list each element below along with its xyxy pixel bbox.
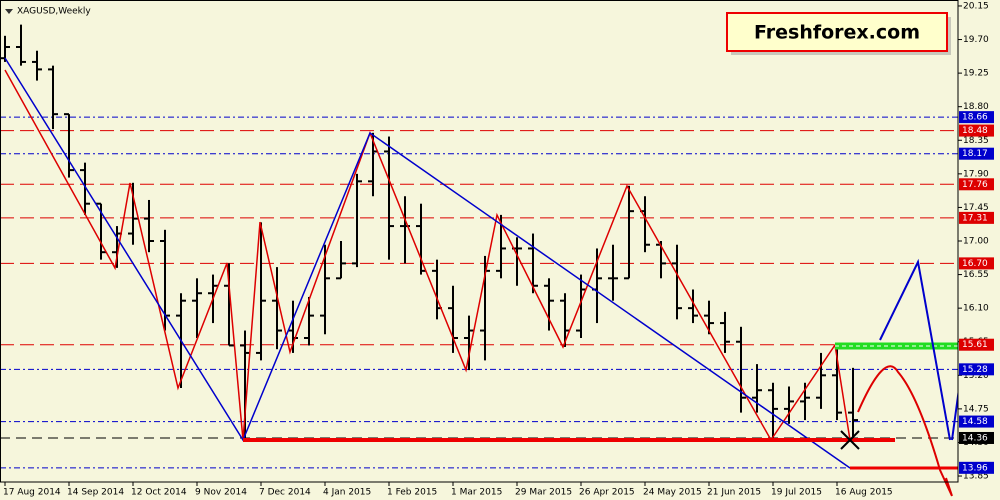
level-label: 17.31 (962, 213, 988, 223)
x-tick-label: 1 Feb 2015 (387, 488, 437, 498)
level-label-box (959, 111, 994, 124)
x-tick-label: 7 Dec 2014 (259, 488, 311, 498)
x-tick-label: 16 Aug 2015 (835, 488, 893, 498)
y-tick-label: 16.10 (963, 304, 989, 314)
x-tick-label: 9 Nov 2014 (195, 488, 247, 498)
y-tick-label: 19.25 (963, 69, 989, 79)
y-tick-label: 18.35 (963, 136, 989, 146)
price-axis: 20.15 19.70 19.25 18.80 18.35 17.90 17.45 17.00… (958, 1, 989, 482)
level-label: 17.76 (962, 180, 988, 190)
x-tick-label: 12 Oct 2014 (131, 488, 187, 498)
menu-icon (5, 9, 13, 14)
cross-marker (840, 430, 860, 450)
level-label: 18.66 (962, 113, 988, 123)
y-tick-label: 17.90 (963, 169, 989, 179)
level-label: 14.58 (962, 417, 988, 427)
y-tick-label: 13.85 (963, 472, 989, 482)
level-label-box (959, 257, 994, 270)
x-tick-label: 21 Jun 2015 (707, 488, 761, 498)
level-label: 15.28 (962, 365, 988, 375)
level-label-box (959, 363, 994, 376)
level-label-box (959, 211, 994, 224)
level-label: 18.17 (962, 149, 988, 159)
x-tick-label: 24 May 2015 (643, 488, 702, 498)
y-tick-label: 19.70 (963, 35, 989, 45)
x-tick-label: 17 Aug 2014 (3, 488, 61, 498)
level-label-box (959, 147, 994, 160)
zigzag (4, 69, 851, 442)
x-tick-label: 26 Apr 2015 (579, 488, 635, 498)
chart-title: XAGUSD,Weekly (17, 7, 91, 17)
level-label: 18.48 (962, 126, 988, 136)
x-tick-label: 19 Jul 2015 (771, 488, 822, 498)
level-label: 14.36 (962, 433, 988, 443)
y-tick-label: 20.15 (963, 1, 989, 11)
level-label-box (959, 461, 994, 474)
x-tick-label: 29 Mar 2015 (515, 488, 572, 498)
level-label-box (959, 124, 994, 137)
trend-lines (4, 57, 851, 469)
level-labels: 18.66 18.48 18.17 17.76 17.31 16.70 15.61 15.28… (959, 111, 994, 474)
level-label-box (959, 415, 994, 428)
y-tick-label: 16.55 (963, 270, 989, 280)
plot-frame (0, 0, 959, 483)
levels (0, 116, 958, 469)
level-label: 16.70 (962, 259, 988, 269)
level-label-box (959, 338, 994, 351)
x-tick-label: 1 Mar 2015 (451, 488, 502, 498)
level-label: 13.96 (962, 463, 988, 473)
forecast-down (857, 365, 953, 497)
y-tick-label: 17.45 (963, 203, 989, 213)
brand-box (726, 12, 948, 52)
level-label: 15.61 (962, 340, 988, 350)
brand: Freshforex.com (754, 22, 920, 44)
y-tick-label: 15.20 (963, 371, 989, 381)
x-tick-label: 14 Sep 2014 (67, 488, 124, 498)
x-tick-label: 4 Jan 2015 (323, 488, 371, 498)
level-label-box (959, 431, 994, 444)
level-label-box (959, 178, 994, 191)
price-axis-bg (958, 0, 1000, 482)
y-tick-label: 17.00 (963, 237, 989, 247)
y-tick-label: 14.75 (963, 404, 989, 414)
x-axis: 17 Aug 2014 14 Sep 2014 12 Oct 2014 9 Nov 2… (3, 482, 893, 498)
y-tick-label: 18.80 (963, 102, 989, 112)
